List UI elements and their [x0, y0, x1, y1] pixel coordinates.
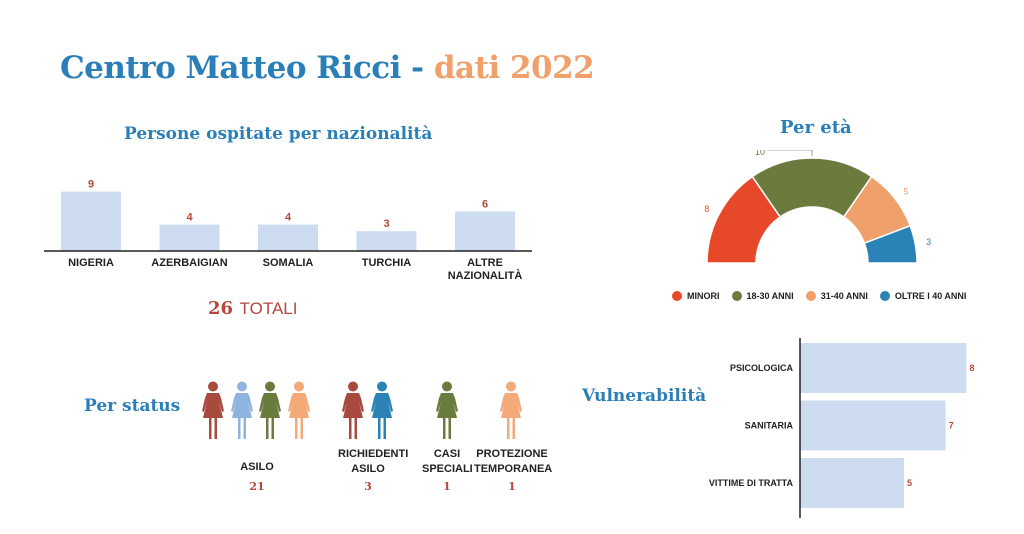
status-value-label: 21 [249, 480, 265, 493]
age-value-label: 10 [755, 150, 765, 157]
nationality-value-label: 9 [88, 179, 94, 191]
person-icon [436, 381, 458, 439]
vulnerability-category-label: VITTIME DI TRATTA [709, 478, 794, 488]
age-value-label: 8 [704, 204, 709, 214]
status-value-label: 3 [364, 480, 372, 493]
age-legend: MINORI 18-30 ANNI 31-40 ANNI OLTRE I 40 ANN… [672, 288, 978, 306]
person-icon [500, 381, 522, 439]
status-category-label: RICHIEDENTI ASILO [338, 447, 409, 477]
person-icon [288, 381, 310, 439]
vulnerability-bar [800, 458, 904, 508]
status-value-label: 1 [443, 480, 451, 493]
status-category-label: CASI SPECIALI [422, 447, 473, 477]
legend-dot-icon [672, 291, 682, 301]
status-category-label-line: TEMPORANEA [474, 463, 553, 475]
nationality-value-label: 4 [186, 212, 193, 224]
status-title: Per status [84, 396, 181, 416]
age-leader-line [767, 150, 813, 156]
nationality-category-label: AZERBAIGIAN [151, 257, 227, 269]
vulnerability-bar [800, 343, 967, 393]
nationality-bar [159, 224, 220, 251]
vulnerability-chart: PSICOLOGICA 8 SANITARIA 7 VITTIME DI TRATTA 5 [709, 338, 974, 518]
vulnerability-value-label: 7 [949, 421, 954, 431]
nationality-chart-title: Persone ospitate per nazionalità [124, 124, 433, 144]
status-category-label-line: RICHIEDENTI [338, 448, 409, 460]
status-category-label: ASILO [198, 460, 316, 475]
title-year: dati 2022 [433, 50, 595, 86]
status-category-label: PROTEZIONE TEMPORANEA [474, 447, 553, 477]
status-category-label-line: PROTEZIONE [476, 448, 548, 460]
vulnerability-bar [800, 400, 946, 451]
nationality-value-label: 4 [285, 212, 292, 224]
nationality-category-label: NIGERIA [68, 257, 114, 269]
vulnerability-category-label: PSICOLOGICA [730, 363, 794, 373]
nationality-category-label: SOMALIA [263, 257, 314, 269]
status-category-label-line: SPECIALI [422, 463, 473, 475]
legend-dot-icon [879, 291, 890, 301]
nationality-chart: 9 NIGERIA 4 AZERBAIGIAN 4 SOMALIA 3 TURCHIA 6 ALT… [44, 179, 532, 282]
totals-label: TOTALI [239, 299, 298, 318]
title-main: Centro Matteo Ricci [60, 50, 401, 86]
age-legend-item: OLTRE I 40 ANNI [879, 291, 967, 301]
title-separator: - [400, 50, 434, 86]
legend-dot-icon [731, 291, 742, 301]
vulnerability-value-label: 8 [969, 363, 974, 373]
nationality-category-label: ALTRE [467, 257, 503, 269]
person-icon [202, 381, 224, 439]
age-legend-label: 18-30 ANNI [746, 291, 794, 301]
nationality-category-label: NAZIONALITÀ [448, 269, 523, 282]
age-legend-label: MINORI [687, 291, 720, 301]
nationality-value-label: 6 [482, 198, 488, 210]
age-legend-item: 18-30 ANNI [731, 291, 794, 301]
age-slice [863, 224, 918, 264]
status-category-label-line: ASILO [240, 461, 274, 473]
status-category-label-line: ASILO [351, 463, 385, 475]
person-icon [231, 381, 253, 439]
age-legend-label: 31-40 ANNI [820, 291, 868, 301]
nationality-bar [356, 231, 417, 251]
vulnerability-category-label: SANITARIA [745, 421, 794, 431]
age-legend-item: 31-40 ANNI [805, 291, 868, 301]
person-icon [371, 381, 393, 439]
totals: 26 TOTALI [208, 298, 297, 319]
nationality-category-label: TURCHIA [362, 257, 412, 269]
status-value-label: 1 [508, 480, 516, 493]
age-legend-label: OLTRE I 40 ANNI [894, 291, 967, 301]
totals-number: 26 [208, 298, 234, 319]
person-icon [259, 381, 281, 439]
nationality-bar [258, 224, 318, 251]
age-value-label: 5 [903, 186, 908, 196]
vulnerability-value-label: 5 [907, 478, 912, 488]
status-category-label-line: CASI [433, 448, 461, 460]
nationality-value-label: 3 [383, 218, 389, 230]
age-chart-title: Per età [780, 117, 852, 138]
nationality-bar [61, 191, 121, 251]
age-legend-item: MINORI [672, 291, 720, 301]
legend-dot-icon [805, 291, 816, 301]
age-donut-chart: 8 10 5 3 [704, 150, 931, 264]
nationality-bar [455, 211, 515, 251]
person-icon [342, 381, 364, 439]
age-value-label: 3 [926, 237, 931, 247]
vulnerability-title: Vulnerabilità [582, 386, 707, 406]
page-title: Centro Matteo Ricci - dati 2022 [60, 50, 595, 86]
